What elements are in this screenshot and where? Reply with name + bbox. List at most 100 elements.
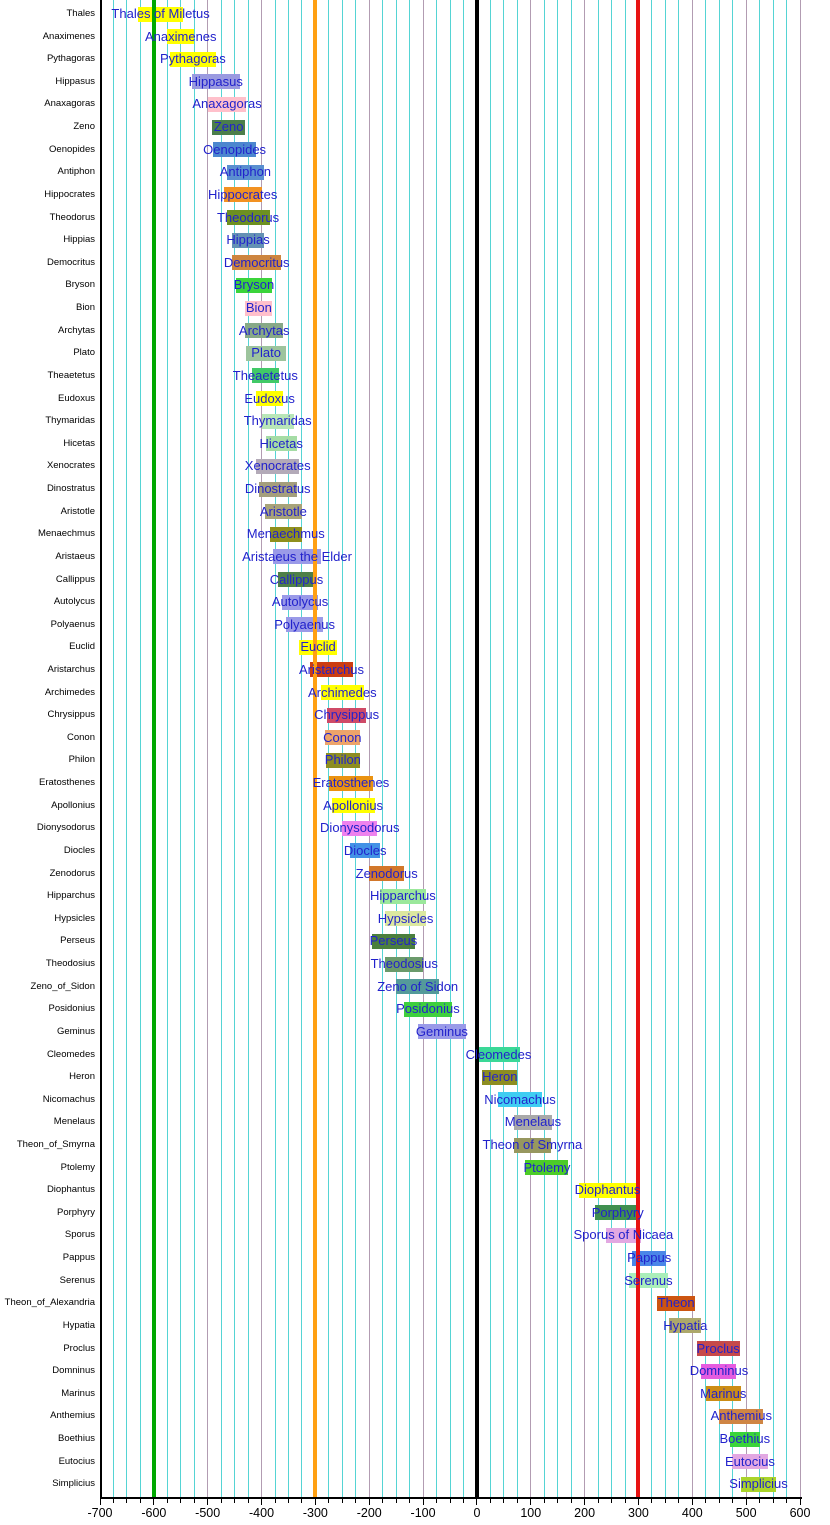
axis-tick [180,1499,182,1503]
bar-label: Geminus [415,1023,468,1039]
axis-tick [772,1499,774,1503]
gridline [530,0,532,1497]
bar-label: Proclus [696,1340,740,1356]
axis-tick [112,1499,114,1503]
gridline [355,0,357,1497]
gridline [611,0,613,1497]
y-axis-label: Archytas [58,324,95,336]
gridline [799,0,801,1497]
bar-label: Eutocius [724,1453,775,1469]
axis-tick [476,1499,478,1505]
bar-label: Posidonius [396,1001,460,1017]
lifespan-bar [719,1408,764,1424]
y-axis-label: Pythagoras [46,53,95,65]
y-axis-label: Polyaenus [50,618,95,630]
y-axis-label: Euclid [69,641,95,653]
bar-label: Serenus [624,1272,673,1288]
axis-tick [664,1499,666,1503]
bar-label: Hippias [226,232,270,248]
gridline [664,0,666,1497]
gridline [395,0,397,1497]
bar-label: Thales of Miletus [111,6,210,21]
bar-label: Hippasus [188,73,243,89]
axis-tick [759,1499,761,1503]
gridline [436,0,438,1497]
lifespan-bar [342,820,378,836]
gridline [570,0,572,1497]
axis-tick-label: -500 [195,1506,221,1520]
lifespan-bar [223,187,262,203]
lifespan-bar [385,956,424,972]
bar-label: Hicetas [259,435,303,451]
bar-label: Philon [324,752,361,768]
gridline [516,0,518,1497]
bar-label: Anaximenes [144,28,217,44]
y-axis-label: Cleomedes [46,1048,95,1060]
lifespan-bar [137,6,184,22]
axis-tick [611,1499,613,1503]
bar-label: Boethius [719,1431,771,1447]
y-axis-label: Archimedes [44,686,95,698]
y-axis-label: Simplicius [52,1478,95,1490]
bar-label: Domninus [689,1363,749,1379]
y-axis-label: Eratosthenes [39,777,95,789]
lifespan-bar [396,979,440,995]
lifespan-bar [380,888,426,904]
axis-tick [382,1499,384,1503]
y-axis-label: Hipparchus [46,890,95,902]
lifespan-bar [256,458,300,474]
reference-line [474,0,479,1497]
y-axis-label: Bryson [65,279,95,291]
lifespan-bar [701,1363,737,1379]
gridline [772,0,774,1497]
bar-label: Porphyry [591,1204,644,1220]
lifespan-bar [579,1182,636,1198]
axis-tick [597,1499,599,1503]
lifespan-bar [273,549,321,565]
axis-tick [530,1499,532,1505]
lifespan-bar [269,526,302,542]
reference-line [636,0,641,1497]
y-axis-label: Menaechmus [37,528,95,540]
bar-label: Zeno of Sidon [377,978,459,994]
gridline [449,0,451,1497]
axis-tick-label: 0 [473,1506,481,1520]
lifespan-bar [320,685,364,701]
lifespan-bar [417,1024,467,1040]
lifespan-bar [369,866,405,882]
y-axis-label: Aristarchus [47,663,95,675]
lifespan-bar [324,730,361,746]
axis-tick [462,1499,464,1503]
bar-label: Menaechmus [246,526,325,542]
bar-label: Archimedes [307,684,377,700]
y-axis-label: Eutocius [58,1455,95,1467]
y-axis-label: Diophantus [46,1184,95,1196]
bar-label: Hippocrates [208,186,278,202]
y-axis-label: Marinus [61,1387,95,1399]
axis-tick [301,1499,303,1503]
axis-tick [314,1499,316,1505]
bar-label: Hipparchus [369,888,436,904]
axis-tick [584,1499,586,1505]
gridline [422,0,424,1497]
y-axis-label: Dinostratus [46,483,95,495]
gridline [745,0,747,1497]
gridline [705,0,707,1497]
y-axis-label: Apollonius [51,799,95,811]
bar-label: Archytas [238,322,290,338]
bar-label: Oenopides [203,141,267,157]
lifespan-bar [705,1386,741,1402]
lifespan-bar [251,368,279,384]
gridline [166,0,168,1497]
y-axis-label: Dionysodorus [36,822,95,834]
gridline [786,0,788,1497]
axis-tick [691,1499,693,1505]
axis-tick [409,1499,411,1503]
axis-tick [287,1499,289,1503]
axis-tick [799,1499,801,1505]
axis-tick [651,1499,653,1503]
y-axis-label: Hippias [63,234,95,246]
y-axis-label: Domninus [52,1365,95,1377]
y-axis-label: Geminus [56,1025,95,1037]
